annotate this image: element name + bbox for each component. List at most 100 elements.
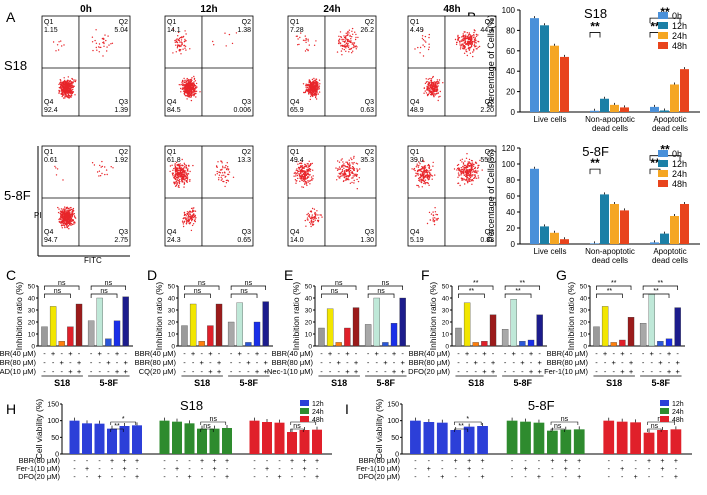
sig-label: ** bbox=[611, 280, 617, 287]
treatment-sign: - bbox=[551, 466, 554, 473]
treatment-sign: - bbox=[630, 349, 633, 358]
sig-label: ** bbox=[458, 423, 464, 430]
treatment-sign: + bbox=[122, 466, 126, 473]
quadrant-value-q2: 1.38 bbox=[237, 27, 251, 34]
time-label: 24h bbox=[323, 4, 340, 15]
chart-title: 5-8F bbox=[528, 398, 555, 413]
bar bbox=[172, 421, 182, 454]
treatment-sign: + bbox=[620, 349, 625, 358]
y-tick-label: 40 bbox=[28, 296, 36, 303]
treatment-sign: - bbox=[111, 474, 114, 481]
legend-swatch bbox=[658, 160, 668, 167]
quadrant-name: Q2 bbox=[485, 149, 494, 156]
treatment-sign: - bbox=[504, 367, 507, 376]
bar bbox=[657, 341, 664, 347]
treatment-sign: - bbox=[384, 349, 387, 358]
row-label-S18: S18 bbox=[4, 58, 27, 73]
treatment-sign: - bbox=[124, 349, 127, 358]
quadrant-name: Q2 bbox=[242, 149, 251, 156]
flow-dots bbox=[295, 27, 359, 101]
quadrant-name: Q3 bbox=[365, 99, 374, 106]
flow-plot-frame bbox=[287, 145, 377, 247]
bar bbox=[197, 428, 207, 454]
sig-bracket bbox=[230, 285, 267, 290]
treatment-sign: - bbox=[43, 367, 46, 376]
treatment-sign: + bbox=[110, 458, 114, 465]
flow-dots bbox=[414, 29, 481, 102]
flow-plot-frame bbox=[164, 15, 254, 117]
y-tick-label: 10 bbox=[442, 332, 450, 339]
sig-bracket bbox=[184, 285, 220, 290]
treatment-sign: + bbox=[620, 466, 624, 473]
treatment-sign: - bbox=[511, 474, 514, 481]
treatment-sign: - bbox=[320, 367, 323, 376]
treatment-sign: - bbox=[504, 349, 507, 358]
time-label: 12h bbox=[200, 4, 217, 15]
bar bbox=[122, 296, 129, 347]
quadrant-value-q2: 26.2 bbox=[360, 27, 374, 34]
bar bbox=[520, 421, 531, 454]
treatment-sign: - bbox=[642, 358, 645, 367]
treatment-sign: - bbox=[524, 458, 527, 465]
quadrant-name: Q3 bbox=[242, 229, 251, 236]
y-tick-label: 30 bbox=[28, 308, 36, 315]
y-tick-label: 50 bbox=[28, 284, 36, 291]
treatment-sign: - bbox=[621, 474, 624, 481]
treatment-sign: - bbox=[414, 474, 417, 481]
group-label: 5-8F bbox=[240, 378, 259, 388]
treatment-sign: - bbox=[455, 466, 458, 473]
treatment-sign: + bbox=[255, 367, 260, 376]
quadrant-value-q3: 2.20 bbox=[480, 107, 494, 114]
treatment-sign: - bbox=[524, 474, 527, 481]
sig-label: ns bbox=[105, 280, 113, 287]
sig-bracket bbox=[110, 421, 137, 425]
bar bbox=[344, 327, 351, 347]
treatment-sign: + bbox=[577, 458, 581, 465]
treatment-sign: - bbox=[98, 466, 101, 473]
sig-bracket bbox=[90, 293, 118, 298]
y-tick-label: 40 bbox=[506, 67, 515, 76]
treatment-sign: - bbox=[634, 466, 637, 473]
y-axis-label: Inhibition ratio (%) bbox=[14, 282, 24, 351]
sig-label: ** bbox=[650, 156, 660, 170]
treatment-sign: + bbox=[660, 458, 664, 465]
treatment-label: BBR(80 μM) bbox=[409, 358, 451, 367]
treatment-sign: - bbox=[320, 358, 323, 367]
quadrant-value-q4: 92.4 bbox=[44, 107, 58, 114]
bar bbox=[573, 429, 585, 454]
y-tick-label: 20 bbox=[506, 88, 515, 97]
y-tick-label: 0 bbox=[55, 452, 59, 459]
sig-label: ** bbox=[607, 288, 613, 295]
treatment-sign: - bbox=[116, 358, 119, 367]
treatment-label: DFO(20 μM) bbox=[408, 367, 450, 376]
treatment-sign: - bbox=[492, 349, 495, 358]
quadrant-value-q3: 0.65 bbox=[237, 237, 251, 244]
flow-plot-frame bbox=[164, 145, 254, 247]
quadrant-value-q4: 14.0 bbox=[290, 237, 304, 244]
bar bbox=[600, 98, 609, 112]
treatment-sign: - bbox=[73, 466, 76, 473]
bar bbox=[326, 308, 334, 347]
bar bbox=[410, 420, 421, 454]
treatment-sign: + bbox=[354, 367, 359, 376]
quadrant-name: Q4 bbox=[167, 99, 176, 106]
quadrant-name: Q4 bbox=[410, 99, 419, 106]
bar bbox=[94, 423, 105, 454]
legend-label: 12h bbox=[672, 21, 687, 31]
treatment-sign: + bbox=[263, 367, 268, 376]
treatment-sign: + bbox=[208, 367, 213, 376]
treatment-sign: - bbox=[107, 367, 110, 376]
quadrant-value-q4: 94.7 bbox=[44, 237, 58, 244]
quadrant-value-q4: 5.19 bbox=[410, 237, 424, 244]
treatment-label: BBR(40 μM) bbox=[547, 349, 589, 358]
y-tick-label: 20 bbox=[168, 320, 176, 327]
bar bbox=[619, 339, 626, 347]
treatment-sign: - bbox=[136, 466, 139, 473]
legend-swatch bbox=[658, 22, 668, 29]
quadrant-value-q4: 84.5 bbox=[167, 107, 181, 114]
